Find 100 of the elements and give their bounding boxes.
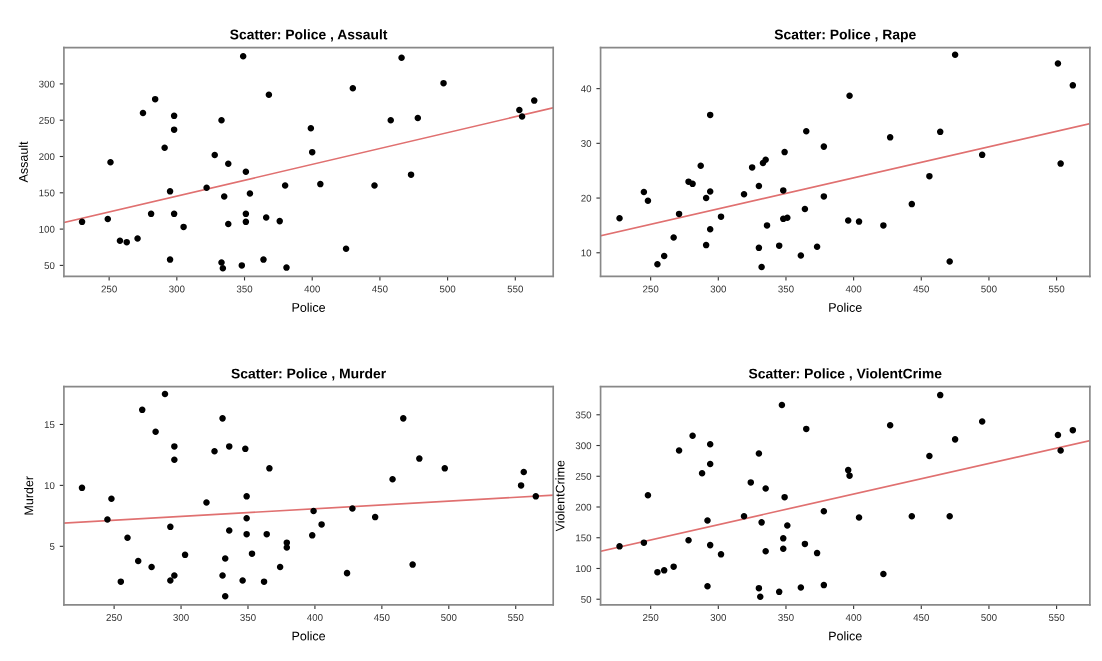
point xyxy=(778,401,786,409)
point xyxy=(936,128,944,136)
point xyxy=(689,432,696,439)
point xyxy=(820,143,828,150)
point xyxy=(516,106,523,114)
point xyxy=(706,541,714,549)
point xyxy=(243,515,250,522)
point xyxy=(886,421,894,429)
x-tick-label: 300 xyxy=(169,285,185,293)
point xyxy=(748,164,756,171)
point xyxy=(181,551,189,559)
point xyxy=(801,540,809,548)
point xyxy=(706,225,714,233)
x-tick-label: 550 xyxy=(1048,614,1065,621)
x-tick-label: 300 xyxy=(710,285,727,293)
point xyxy=(654,568,661,576)
point xyxy=(134,235,141,242)
point xyxy=(139,109,147,117)
y-tick-label: 5 xyxy=(49,543,55,550)
point xyxy=(218,116,225,124)
x-axis-title: Police xyxy=(292,302,326,312)
point xyxy=(697,162,704,170)
point xyxy=(440,79,447,87)
point xyxy=(846,472,853,479)
point xyxy=(936,391,944,399)
point xyxy=(151,95,159,103)
y-tick-label: 10 xyxy=(581,249,592,257)
point xyxy=(166,256,174,263)
y-tick-label: 50 xyxy=(581,595,592,603)
point xyxy=(152,428,159,436)
point xyxy=(203,499,210,506)
y-tick-label: 100 xyxy=(576,565,592,573)
y-tick-label: 350 xyxy=(575,411,592,419)
point xyxy=(219,265,227,272)
point xyxy=(781,493,788,501)
y-tick-label: 300 xyxy=(39,80,55,88)
x-tick-label: 250 xyxy=(101,285,117,293)
point xyxy=(685,536,692,544)
point xyxy=(781,148,788,156)
point xyxy=(820,508,828,515)
point xyxy=(124,534,131,542)
point xyxy=(416,455,423,462)
point xyxy=(762,485,769,492)
x-tick-label: 550 xyxy=(508,614,524,621)
point xyxy=(803,128,810,135)
point xyxy=(171,443,178,450)
x-tick-label: 500 xyxy=(981,614,997,621)
point xyxy=(654,261,661,268)
point xyxy=(260,578,268,585)
point xyxy=(161,144,168,152)
point xyxy=(780,545,787,553)
x-tick-label: 350 xyxy=(236,285,253,293)
point xyxy=(225,527,233,534)
x-tick-label: 500 xyxy=(981,285,997,293)
point xyxy=(978,418,986,425)
point xyxy=(644,492,652,499)
x-axis-title: Police xyxy=(829,631,862,641)
point xyxy=(855,514,863,521)
point xyxy=(820,193,828,200)
point xyxy=(908,512,916,520)
point xyxy=(343,569,351,577)
x-tick-label: 450 xyxy=(913,285,930,293)
x-tick-label: 450 xyxy=(913,614,930,621)
x-tick-label: 300 xyxy=(173,614,189,621)
point xyxy=(702,241,710,249)
point xyxy=(260,256,267,263)
point xyxy=(371,513,379,521)
point xyxy=(1057,160,1064,167)
point xyxy=(844,217,852,224)
point xyxy=(276,217,283,225)
point xyxy=(698,469,706,477)
point xyxy=(755,182,763,190)
chart-title: Scatter: Police , Assault xyxy=(230,29,388,42)
point xyxy=(880,570,887,578)
y-axis-title: ViolentCrime xyxy=(555,460,565,532)
point xyxy=(281,182,289,189)
point xyxy=(167,523,174,531)
point xyxy=(758,263,765,271)
point xyxy=(763,222,771,229)
point xyxy=(180,223,187,231)
point xyxy=(740,512,748,520)
point xyxy=(134,557,142,565)
point xyxy=(706,188,714,195)
y-tick-label: 50 xyxy=(44,262,55,270)
x-tick-label: 400 xyxy=(845,285,862,293)
point xyxy=(387,116,394,124)
x-tick-label: 350 xyxy=(778,614,794,621)
x-tick-label: 400 xyxy=(845,614,862,621)
point xyxy=(670,234,677,241)
point xyxy=(238,262,246,269)
y-tick-label: 30 xyxy=(581,140,592,147)
point xyxy=(342,245,350,252)
point xyxy=(740,190,748,198)
point xyxy=(784,522,791,529)
point xyxy=(219,415,226,422)
y-tick-label: 150 xyxy=(39,189,55,197)
point xyxy=(978,151,986,159)
x-tick-label: 450 xyxy=(373,614,390,621)
point xyxy=(755,584,763,592)
point xyxy=(616,543,623,550)
